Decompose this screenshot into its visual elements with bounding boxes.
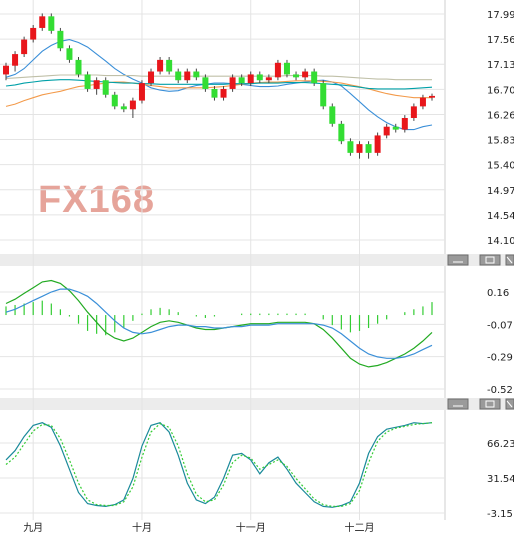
axis-labels: 17.99 17.56 17.13 16.70 16.26 15.83 15.40 14.97… [23, 10, 514, 534]
candle-body [365, 144, 372, 153]
candle-body [256, 74, 263, 81]
candle-body [184, 71, 191, 81]
candle-body [320, 83, 327, 107]
candle-body [202, 77, 209, 89]
candle-body [265, 77, 272, 81]
y-tick-label: 15.40 [487, 161, 514, 172]
candle-body [247, 74, 254, 84]
candle-body [410, 106, 417, 118]
y-tick-label: 16.70 [487, 85, 514, 96]
stochastic-line [5, 422, 433, 508]
macd-panel-header [0, 254, 514, 266]
candle-body [356, 144, 363, 153]
macd-restore-button[interactable] [479, 254, 501, 266]
candle-body [392, 126, 399, 130]
y-tick-label: -0.52 [487, 385, 513, 396]
macd-plot [5, 279, 433, 368]
candle-body [3, 65, 9, 75]
x-tick-label: 十一月 [236, 521, 266, 534]
macd-line [5, 288, 433, 359]
candle-body [138, 83, 145, 101]
y-tick-label: 31.54 [487, 474, 514, 485]
candle-body [148, 71, 155, 84]
candle-body [12, 54, 19, 66]
y-tick-label: 0.16 [487, 288, 509, 299]
stoch-panel-header [0, 398, 514, 410]
candle-body [229, 77, 236, 89]
candle-body [175, 71, 182, 81]
candle-body [220, 88, 227, 98]
stochastic-line [5, 422, 433, 507]
candle-body [274, 62, 281, 78]
candle-body [166, 59, 173, 72]
candle-body [329, 106, 336, 124]
candle-body [120, 106, 127, 110]
candle-body [383, 126, 390, 136]
candle-body [338, 123, 345, 142]
candle-body [102, 80, 109, 95]
price-plot [3, 13, 435, 159]
candle-body [311, 71, 318, 84]
stoch-restore-button[interactable] [479, 398, 501, 410]
candle-body [283, 62, 290, 75]
candle-body [302, 71, 309, 78]
candle-body [48, 16, 55, 31]
candle-body [238, 77, 245, 84]
macd-line [5, 279, 433, 368]
y-tick-label: 14.10 [487, 236, 514, 247]
y-tick-label: 17.13 [487, 60, 514, 71]
candle-body [401, 117, 408, 130]
candle-body [293, 74, 300, 78]
macd-close-button[interactable] [505, 254, 514, 266]
watermark-text: FX168 [38, 179, 155, 221]
candle-body [193, 71, 200, 78]
y-tick-label: -0.07 [487, 320, 513, 331]
candle-body [419, 97, 426, 107]
stochastic-plot [5, 422, 433, 508]
y-tick-label: -0.29 [487, 353, 513, 364]
candle-body [21, 39, 28, 55]
candle-body [429, 95, 435, 98]
y-tick-label: 66.23 [487, 439, 514, 450]
moving-average-line [5, 74, 432, 81]
x-tick-label: 九月 [23, 522, 43, 534]
candle-body [39, 16, 46, 28]
y-tick-label: -3.15 [487, 509, 513, 520]
candle-body [157, 59, 164, 72]
y-tick-label: 17.99 [487, 10, 514, 21]
y-tick-label: 17.56 [487, 35, 514, 46]
candle-body [30, 27, 37, 40]
y-tick-label: 14.54 [487, 211, 514, 222]
candle-body [75, 59, 82, 75]
moving-average-line [5, 39, 433, 131]
candle-body [211, 88, 218, 98]
candle-body [93, 80, 100, 89]
candle-body [57, 30, 64, 49]
candle-body [347, 141, 354, 153]
candle-body [84, 74, 91, 89]
candle-body [66, 48, 73, 60]
stoch-close-button[interactable] [505, 398, 514, 410]
candle-body [111, 94, 118, 107]
y-tick-label: 15.83 [487, 136, 514, 147]
y-tick-label: 16.26 [487, 110, 514, 121]
x-tick-label: 十月 [132, 521, 152, 534]
fx168-logo: FX168 [30, 175, 188, 221]
moving-average-line [5, 79, 433, 90]
stoch-minimize-button[interactable] [447, 398, 469, 410]
candle-body [374, 135, 381, 153]
macd-minimize-button[interactable] [447, 254, 469, 266]
x-tick-label: 十二月 [344, 521, 374, 534]
y-tick-label: 14.97 [487, 186, 514, 197]
candle-body [129, 100, 136, 110]
